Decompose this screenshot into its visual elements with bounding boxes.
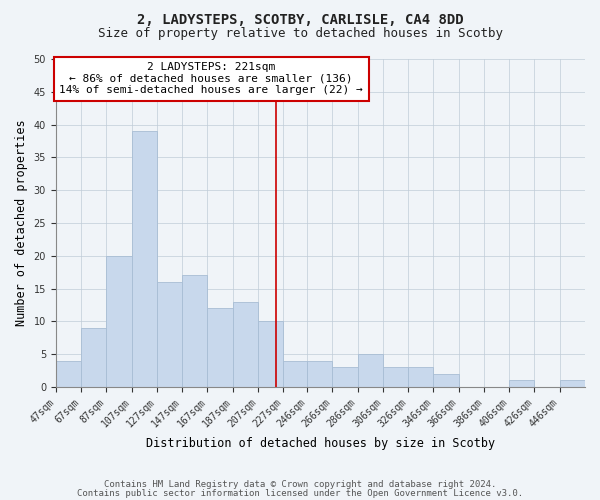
Bar bbox=[408, 368, 433, 387]
Bar bbox=[283, 360, 307, 387]
Bar bbox=[131, 131, 157, 387]
Bar bbox=[509, 380, 535, 387]
Bar bbox=[358, 354, 383, 387]
Bar bbox=[307, 360, 332, 387]
Text: Contains HM Land Registry data © Crown copyright and database right 2024.: Contains HM Land Registry data © Crown c… bbox=[104, 480, 496, 489]
Bar bbox=[182, 276, 208, 387]
Text: 2 LADYSTEPS: 221sqm
← 86% of detached houses are smaller (136)
14% of semi-detac: 2 LADYSTEPS: 221sqm ← 86% of detached ho… bbox=[59, 62, 363, 96]
Y-axis label: Number of detached properties: Number of detached properties bbox=[15, 120, 28, 326]
Bar bbox=[560, 380, 585, 387]
Bar bbox=[81, 328, 106, 387]
Text: Contains public sector information licensed under the Open Government Licence v3: Contains public sector information licen… bbox=[77, 489, 523, 498]
X-axis label: Distribution of detached houses by size in Scotby: Distribution of detached houses by size … bbox=[146, 437, 495, 450]
Text: Size of property relative to detached houses in Scotby: Size of property relative to detached ho… bbox=[97, 28, 503, 40]
Bar bbox=[208, 308, 233, 387]
Bar bbox=[157, 282, 182, 387]
Bar bbox=[106, 256, 131, 387]
Bar bbox=[233, 302, 258, 387]
Bar bbox=[383, 368, 408, 387]
Bar bbox=[332, 368, 358, 387]
Bar bbox=[433, 374, 458, 387]
Bar bbox=[56, 360, 81, 387]
Text: 2, LADYSTEPS, SCOTBY, CARLISLE, CA4 8DD: 2, LADYSTEPS, SCOTBY, CARLISLE, CA4 8DD bbox=[137, 12, 463, 26]
Bar bbox=[258, 322, 283, 387]
